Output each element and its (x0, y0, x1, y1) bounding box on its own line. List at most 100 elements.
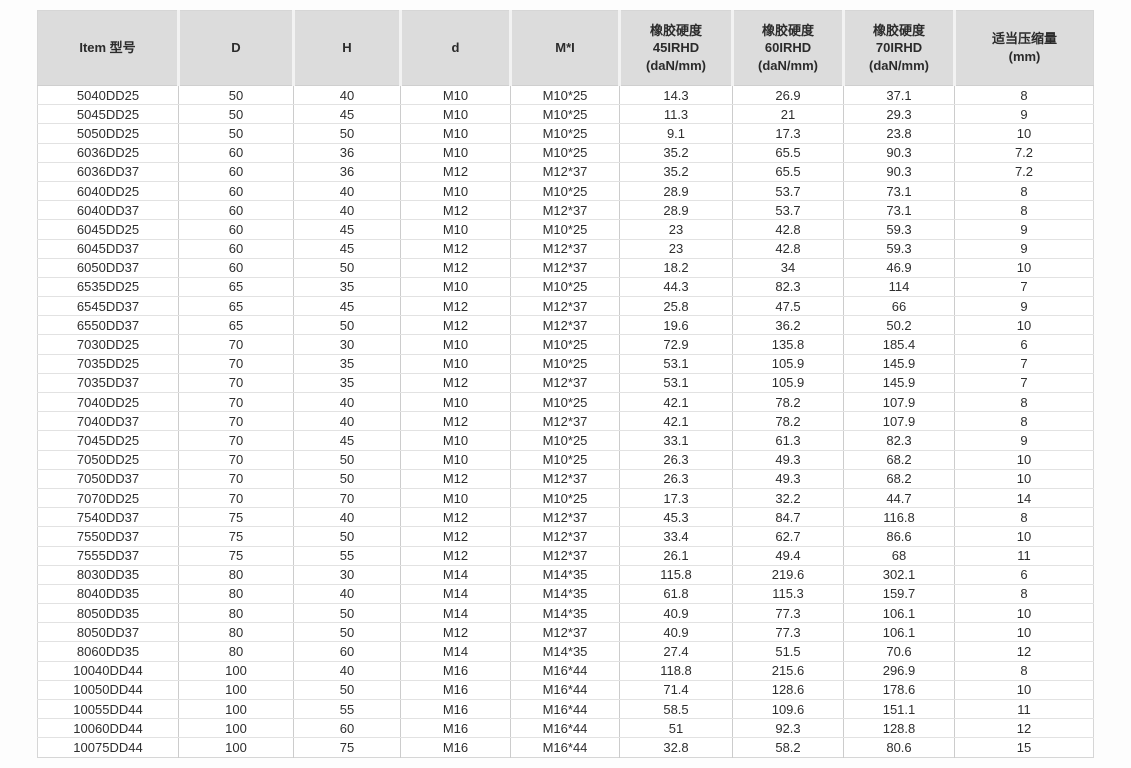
cell-stiffness-60IRHD: 92.3 (732, 718, 844, 739)
cell-thread-by-length-MI: M10*25 (510, 334, 620, 355)
cell-height-H: 30 (293, 565, 401, 585)
cell-compression-mm: 10 (954, 469, 1094, 489)
cell-stiffness-45IRHD: 26.1 (619, 546, 733, 566)
cell-thread-by-length-MI: M12*37 (510, 162, 620, 182)
cell-compression-mm: 7.2 (954, 143, 1094, 163)
cell-stiffness-70IRHD: 107.9 (843, 392, 955, 413)
cell-thread-d: M10 (400, 430, 511, 451)
cell-item-model: 5040DD25 (37, 85, 179, 106)
cell-outer-diameter-D: 70 (178, 411, 294, 432)
cell-thread-d: M12 (400, 526, 511, 547)
cell-stiffness-45IRHD: 40.9 (619, 622, 733, 643)
cell-compression-mm: 10 (954, 258, 1094, 278)
cell-thread-d: M16 (400, 699, 511, 720)
table-row: 5050DD25 50 50 M10 M10*25 9.1 17.3 23.8 10 (37, 123, 1094, 144)
cell-thread-d: M10 (400, 219, 511, 240)
cell-thread-by-length-MI: M10*25 (510, 277, 620, 298)
cell-compression-mm: 10 (954, 603, 1094, 624)
cell-stiffness-45IRHD: 14.3 (619, 85, 733, 106)
table-row: 5040DD25 50 40 M10 M10*25 14.3 26.9 37.1 8 (37, 85, 1094, 106)
cell-stiffness-45IRHD: 33.1 (619, 430, 733, 451)
cell-thread-by-length-MI: M12*37 (510, 546, 620, 566)
cell-height-H: 50 (293, 680, 401, 701)
column-header-stiffness-70IRHD: 橡胶硬度 70IRHD (daN/mm) (843, 10, 956, 86)
cell-stiffness-70IRHD: 29.3 (843, 104, 955, 125)
cell-stiffness-60IRHD: 21 (732, 104, 844, 125)
cell-compression-mm: 7.2 (954, 162, 1094, 182)
cell-thread-d: M10 (400, 181, 511, 202)
cell-thread-d: M12 (400, 373, 511, 394)
cell-item-model: 6545DD37 (37, 296, 179, 317)
table-row: 5045DD25 50 45 M10 M10*25 11.3 21 29.3 9 (37, 104, 1094, 125)
cell-thread-by-length-MI: M12*37 (510, 258, 620, 278)
cell-thread-by-length-MI: M14*35 (510, 603, 620, 624)
cell-outer-diameter-D: 60 (178, 219, 294, 240)
cell-thread-d: M14 (400, 565, 511, 585)
cell-height-H: 40 (293, 584, 401, 605)
cell-item-model: 7050DD25 (37, 450, 179, 470)
cell-height-H: 60 (293, 641, 401, 662)
cell-stiffness-60IRHD: 78.2 (732, 392, 844, 413)
cell-stiffness-60IRHD: 105.9 (732, 354, 844, 374)
cell-item-model: 10050DD44 (37, 680, 179, 701)
cell-thread-d: M12 (400, 315, 511, 336)
cell-stiffness-45IRHD: 44.3 (619, 277, 733, 298)
cell-compression-mm: 15 (1016, 739, 1032, 755)
cell-thread-d: M16 (400, 680, 511, 701)
cell-thread-d: M10 (400, 488, 511, 509)
cell-outer-diameter-D: 65 (178, 296, 294, 317)
cell-outer-diameter-D: 80 (178, 584, 294, 605)
cell-stiffness-45IRHD: 33.4 (619, 526, 733, 547)
cell-height-H: 55 (293, 699, 401, 720)
cell-item-model: 6045DD25 (37, 219, 179, 240)
cell-item-model: 7540DD37 (37, 507, 179, 528)
cell-thread-d: M10 (400, 123, 511, 144)
cell-stiffness-70IRHD: 90.3 (843, 143, 955, 163)
cell-stiffness-60IRHD: 65.5 (732, 162, 844, 182)
cell-stiffness-70IRHD: 145.9 (843, 354, 955, 374)
cell-outer-diameter-D: 100 (178, 737, 294, 758)
table-row: 6050DD37 60 50 M12 M12*37 18.2 34 46.9 10 (37, 258, 1094, 278)
cell-stiffness-60IRHD: 77.3 (732, 603, 844, 624)
cell-thread-d: M12 (400, 200, 511, 221)
cell-height-H: 35 (293, 277, 401, 298)
cell-stiffness-70IRHD: 46.9 (843, 258, 955, 278)
cell-compression-mm: 7 (954, 277, 1094, 298)
cell-compression-mm: 8 (954, 181, 1094, 202)
cell-outer-diameter-D: 75 (178, 507, 294, 528)
cell-thread-d: M10 (400, 85, 511, 106)
cell-thread-d: M12 (400, 296, 511, 317)
cell-item-model: 8050DD37 (37, 622, 179, 643)
cell-stiffness-45IRHD: 18.2 (619, 258, 733, 278)
cell-compression-mm: 8 (954, 85, 1094, 106)
cell-stiffness-45IRHD: 28.9 (619, 181, 733, 202)
table-row: 8060DD35 80 60 M14 M14*35 27.4 51.5 70.6 12 (37, 641, 1094, 662)
cell-stiffness-70IRHD: 73.1 (843, 181, 955, 202)
cell-stiffness-70IRHD: 128.8 (843, 718, 955, 739)
cell-stiffness-60IRHD: 62.7 (732, 526, 844, 547)
cell-outer-diameter-D: 100 (178, 661, 294, 681)
cell-height-H: 45 (293, 430, 401, 451)
cell-stiffness-70IRHD: 37.1 (843, 85, 955, 106)
cell-height-H: 45 (293, 296, 401, 317)
cell-stiffness-45IRHD: 28.9 (619, 200, 733, 221)
column-header-stiffness-60IRHD: 橡胶硬度 60IRHD (daN/mm) (732, 10, 845, 86)
cell-outer-diameter-D: 70 (178, 354, 294, 374)
table-row: 10075DD44 100 75 M16 M16*44 32.8 58.2 80.6 15 (37, 737, 1094, 758)
table-row: 7050DD25 70 50 M10 M10*25 26.3 49.3 68.2 10 (37, 450, 1094, 470)
cell-stiffness-60IRHD: 53.7 (732, 181, 844, 202)
cell-stiffness-45IRHD: 118.8 (619, 661, 733, 681)
cell-outer-diameter-D: 70 (178, 450, 294, 470)
cell-stiffness-45IRHD: 26.3 (619, 469, 733, 489)
cell-stiffness-45IRHD: 71.4 (619, 680, 733, 701)
cell-item-model: 7035DD25 (37, 354, 179, 374)
cell-stiffness-60IRHD: 105.9 (732, 373, 844, 394)
cell-height-H: 40 (293, 85, 401, 106)
cell-thread-d: M12 (400, 239, 511, 259)
cell-stiffness-60IRHD: 42.8 (732, 219, 844, 240)
cell-stiffness-70IRHD: 59.3 (843, 239, 955, 259)
cell-item-model: 6040DD25 (37, 181, 179, 202)
cell-stiffness-60IRHD: 26.9 (732, 85, 844, 106)
